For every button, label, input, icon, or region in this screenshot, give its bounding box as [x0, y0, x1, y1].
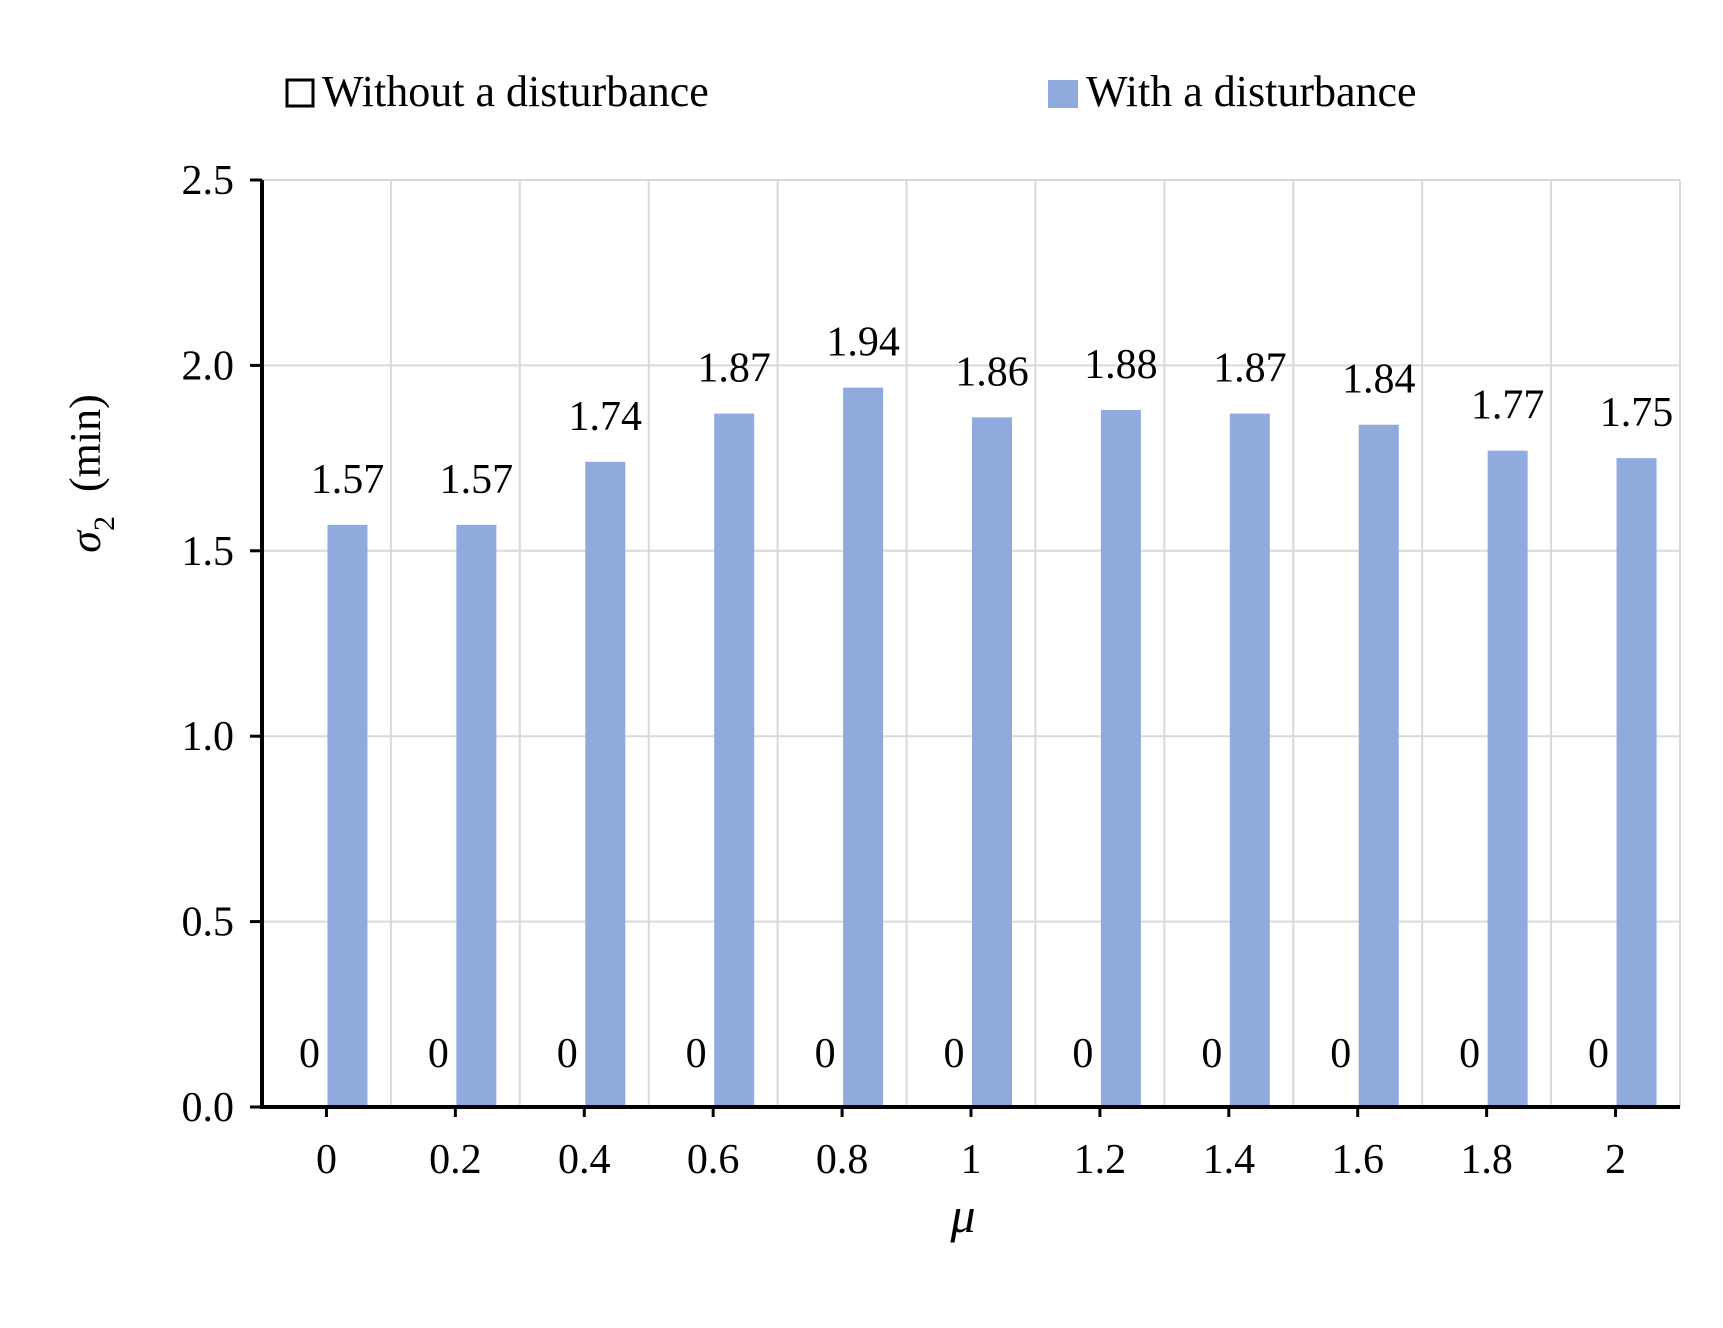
- bar-with-disturbance: [972, 417, 1012, 1107]
- bar-with-disturbance: [1616, 458, 1657, 1108]
- bar-with-disturbance: [585, 461, 626, 1108]
- x-tick-label: 0.2: [429, 1137, 482, 1183]
- bar-with-disturbance: [1100, 409, 1141, 1107]
- gridlines: [262, 179, 1681, 1107]
- y-tick-label: 0.0: [182, 1085, 235, 1131]
- x-tick-label: 0.6: [687, 1137, 740, 1183]
- y-tick-label: 1.5: [182, 529, 235, 575]
- legend-swatch-with-disturbance: [1048, 80, 1078, 108]
- bars: [327, 387, 1657, 1108]
- x-axis-label: μ: [949, 1187, 975, 1243]
- y-tick-label: 0.5: [182, 900, 235, 946]
- x-tick-label: 1.6: [1331, 1137, 1384, 1183]
- y-axis-subscript: 2: [88, 516, 121, 531]
- x-tick-label: 0.8: [816, 1137, 869, 1183]
- legend-label-without-disturbance: Without a disturbance: [322, 67, 709, 116]
- y-axis-symbol: σ: [61, 529, 110, 553]
- x-tick-label: 1.8: [1460, 1137, 1513, 1183]
- data-label-with-disturbance: 1.74: [569, 394, 643, 440]
- data-labels: 1.57 0 1.57 0 1.74 0 1.87 0 1.94 0 1.86 0 1.88 0 1.87 0…: [299, 320, 1673, 1077]
- data-label-with-disturbance: 1.75: [1600, 390, 1674, 436]
- data-label-without-disturbance: 0: [686, 1031, 707, 1077]
- data-label-without-disturbance: 0: [1588, 1031, 1609, 1077]
- legend: Without a disturbance With a disturbance: [285, 67, 1417, 116]
- bar-with-disturbance: [1229, 413, 1270, 1107]
- x-tick-label: 1.2: [1074, 1137, 1127, 1183]
- data-label-without-disturbance: 0: [944, 1031, 965, 1077]
- y-tick-label: 2.0: [182, 343, 235, 389]
- bar-with-disturbance: [327, 524, 368, 1107]
- y-axis-unit: (min): [61, 394, 110, 492]
- data-label-without-disturbance: 0: [299, 1031, 320, 1077]
- x-tick-label: 2: [1605, 1137, 1626, 1183]
- data-label-with-disturbance: 1.57: [311, 457, 385, 503]
- x-tick-label: 1: [961, 1137, 982, 1183]
- bar-with-disturbance: [714, 413, 755, 1107]
- data-label-with-disturbance: 1.77: [1471, 383, 1545, 429]
- legend-swatch-without-disturbance: [285, 78, 315, 108]
- data-label-without-disturbance: 0: [1330, 1031, 1351, 1077]
- x-tick-label: 0.4: [558, 1137, 611, 1183]
- y-tick-label: 2.5: [182, 158, 235, 204]
- bar-with-disturbance: [456, 524, 497, 1107]
- bar-with-disturbance: [843, 387, 884, 1107]
- data-label-without-disturbance: 0: [557, 1031, 578, 1077]
- data-label-with-disturbance: 1.84: [1342, 357, 1416, 403]
- data-label-with-disturbance: 1.86: [955, 349, 1029, 395]
- bar-with-disturbance: [1358, 424, 1399, 1107]
- x-tick-label: 0: [316, 1137, 337, 1183]
- y-tick-label: 1.0: [182, 714, 235, 760]
- bar-with-disturbance: [1487, 450, 1528, 1108]
- x-tick-label: 1.4: [1203, 1137, 1256, 1183]
- data-label-without-disturbance: 0: [428, 1031, 449, 1077]
- y-axis-label: σ2 (min): [61, 394, 121, 552]
- data-label-without-disturbance: 0: [815, 1031, 836, 1077]
- data-label-with-disturbance: 1.94: [826, 320, 900, 366]
- axes: 0 0.2 0.4 0.6 0.8 1 1.2 1.4 1.6 1.8 2 0.0 0.5 1.0 1.5 2…: [61, 158, 1680, 1243]
- data-label-with-disturbance: 1.57: [440, 457, 514, 503]
- data-label-without-disturbance: 0: [1072, 1031, 1093, 1077]
- data-label-with-disturbance: 1.88: [1084, 342, 1158, 388]
- data-label-without-disturbance: 0: [1201, 1031, 1222, 1077]
- data-label-with-disturbance: 1.87: [1213, 346, 1287, 392]
- data-label-with-disturbance: 1.87: [697, 346, 771, 392]
- legend-label-with-disturbance: With a disturbance: [1086, 67, 1417, 116]
- data-label-without-disturbance: 0: [1459, 1031, 1480, 1077]
